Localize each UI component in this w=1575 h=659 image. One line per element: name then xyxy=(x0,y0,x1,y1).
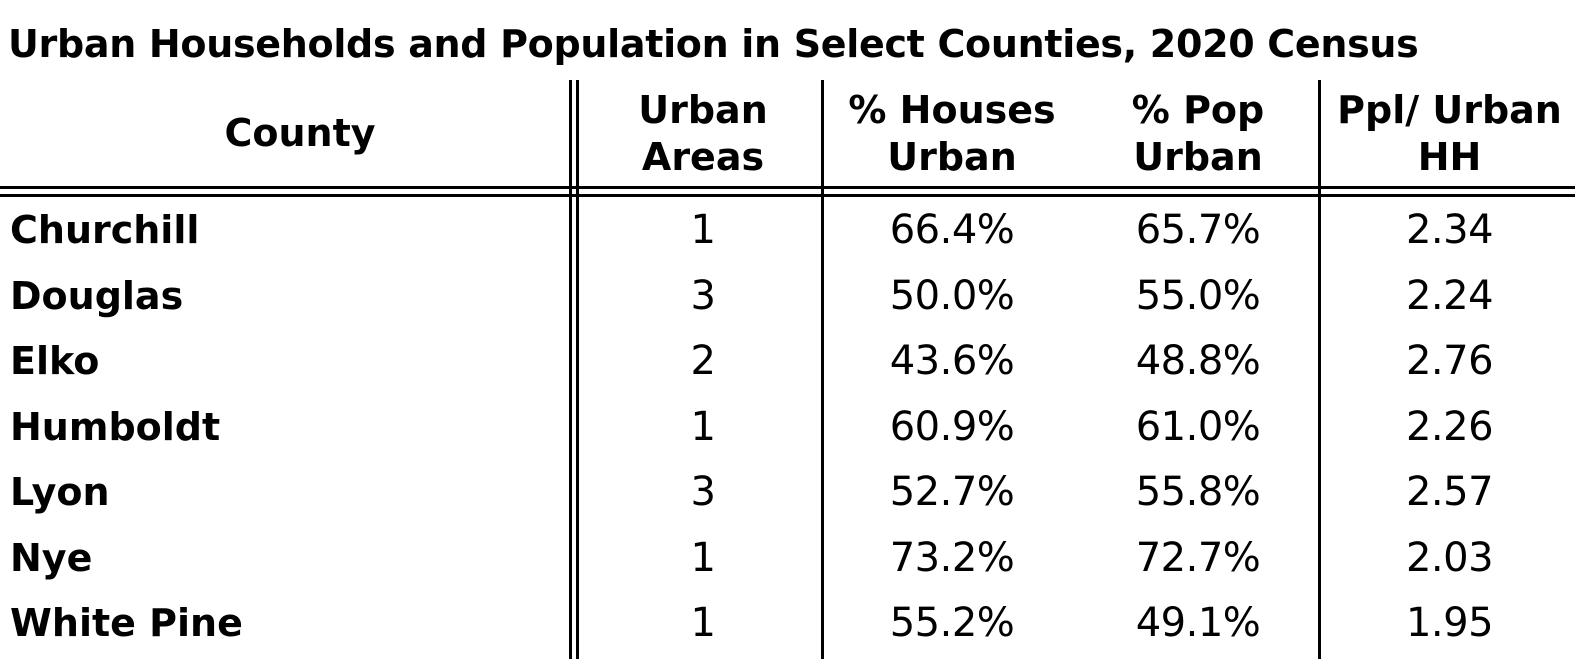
header-ppl-per-hh: Ppl/ Urban HH xyxy=(1324,87,1575,181)
cell-pct-houses-urban: 50.0% xyxy=(889,272,1015,319)
cell-pct-pop-urban: 48.8% xyxy=(1135,338,1261,384)
cell-urban-areas: 2 xyxy=(690,338,716,384)
cell-ppl-per-urban-hh: 1.95 xyxy=(1405,600,1494,646)
divider-areas xyxy=(821,80,824,659)
cell-pct-pop-urban: 65.7% xyxy=(1135,207,1261,253)
cell-ppl-per-urban-hh: 2.26 xyxy=(1405,403,1494,450)
cell-ppl-per-urban-hh: 2.24 xyxy=(1405,272,1494,319)
divider-county-right xyxy=(576,80,579,659)
cell-pct-houses-urban: 52.7% xyxy=(889,469,1015,515)
divider-pop xyxy=(1318,80,1321,659)
cell-pct-pop-urban: 72.7% xyxy=(1135,534,1261,581)
header-pct-pop: % Pop Urban xyxy=(1076,87,1320,181)
header-urban-areas-line1: Urban xyxy=(638,88,768,132)
cell-pct-houses-urban: 73.2% xyxy=(889,534,1015,581)
cell-county: White Pine xyxy=(10,601,243,645)
table-title: Urban Households and Population in Selec… xyxy=(8,22,1419,66)
cell-pct-pop-urban: 55.0% xyxy=(1135,272,1261,319)
cell-urban-areas: 3 xyxy=(690,272,716,319)
header-rule-bottom xyxy=(0,194,1575,197)
cell-pct-houses-urban: 60.9% xyxy=(889,403,1015,450)
cell-pct-pop-urban: 55.8% xyxy=(1135,469,1261,515)
header-pct-pop-line2: Urban xyxy=(1133,135,1263,179)
header-urban-areas: Urban Areas xyxy=(588,87,818,181)
cell-ppl-per-urban-hh: 2.57 xyxy=(1405,469,1494,515)
cell-urban-areas: 1 xyxy=(690,600,716,646)
cell-urban-areas: 1 xyxy=(690,403,716,450)
cell-pct-houses-urban: 55.2% xyxy=(889,600,1015,646)
header-urban-areas-line2: Areas xyxy=(641,135,765,179)
header-pct-houses-line1: % Houses xyxy=(848,88,1056,132)
cell-county: Lyon xyxy=(10,470,110,514)
header-county: County xyxy=(30,110,570,157)
cell-pct-houses-urban: 43.6% xyxy=(889,338,1015,384)
cell-county: Elko xyxy=(10,339,100,383)
cell-county: Douglas xyxy=(10,273,184,318)
cell-urban-areas: 3 xyxy=(690,469,716,515)
cell-urban-areas: 1 xyxy=(690,207,716,253)
cell-ppl-per-urban-hh: 2.34 xyxy=(1405,207,1494,253)
header-county-label: County xyxy=(224,111,376,155)
cell-county: Churchill xyxy=(10,208,200,252)
header-pct-houses: % Houses Urban xyxy=(828,87,1076,181)
divider-county-left xyxy=(569,80,572,659)
cell-ppl-per-urban-hh: 2.76 xyxy=(1405,338,1494,384)
header-ppl-per-hh-line1: Ppl/ Urban xyxy=(1337,88,1562,132)
header-ppl-per-hh-line2: HH xyxy=(1417,135,1482,179)
cell-pct-houses-urban: 66.4% xyxy=(889,207,1015,253)
cell-county: Nye xyxy=(10,535,93,580)
cell-ppl-per-urban-hh: 2.03 xyxy=(1405,534,1494,581)
header-pct-houses-line2: Urban xyxy=(887,135,1017,179)
cell-pct-pop-urban: 49.1% xyxy=(1135,600,1261,646)
cell-urban-areas: 1 xyxy=(690,534,716,581)
cell-pct-pop-urban: 61.0% xyxy=(1135,403,1261,450)
header-pct-pop-line1: % Pop xyxy=(1131,88,1265,132)
header-rule-top xyxy=(0,186,1575,189)
cell-county: Humboldt xyxy=(10,404,221,449)
